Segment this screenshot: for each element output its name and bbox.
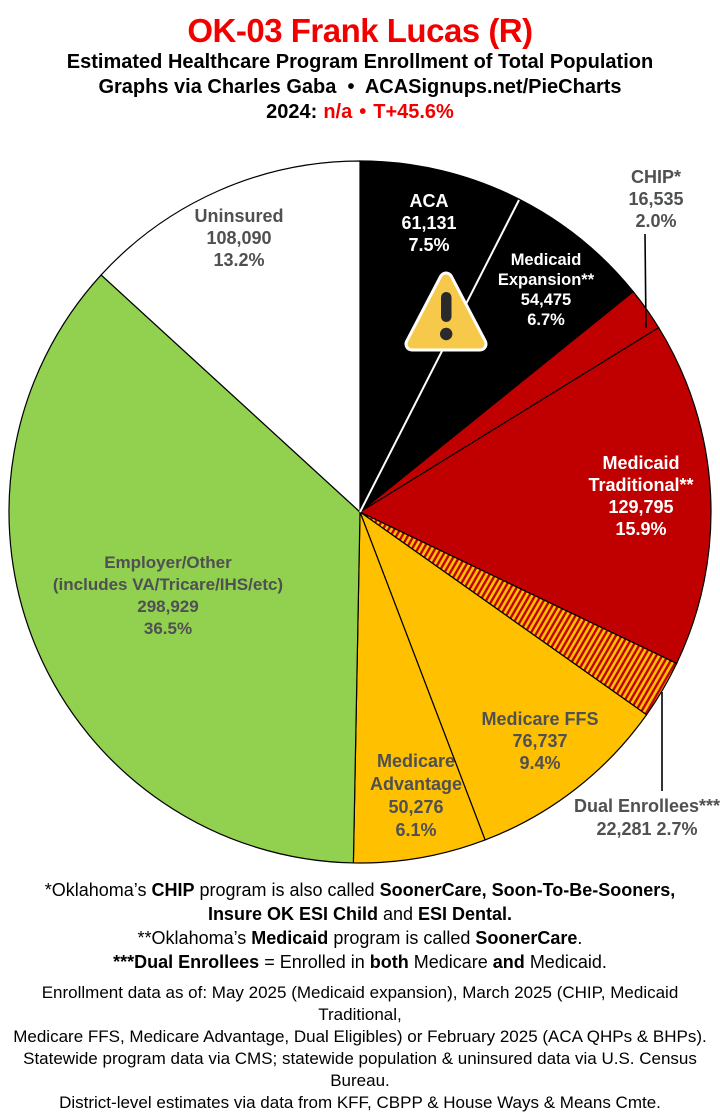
election-result-line: 2024: n/a • T+45.6% bbox=[0, 100, 720, 125]
pie-chart-area bbox=[0, 150, 720, 880]
subtitle-attribution: Graphs via Charles Gaba • ACASignups.net… bbox=[98, 76, 622, 98]
footnote-line: **Oklahoma’s Medicaid program is called … bbox=[137, 928, 583, 948]
enrollment-pie-chart bbox=[8, 160, 712, 864]
footnote-line: *Oklahoma’s CHIP program is also called … bbox=[44, 880, 676, 900]
subtitle-enrollment: Estimated Healthcare Program Enrollment … bbox=[66, 51, 654, 73]
chart-header: OK-03 Frank Lucas (R) Estimated Healthca… bbox=[0, 0, 720, 125]
source-line: District-level estimates via data from K… bbox=[59, 1093, 661, 1112]
pie-slice-medicare-ffs bbox=[358, 510, 648, 841]
footnote-line: Insure OK ESI Child and ESI Dental. bbox=[207, 904, 513, 924]
bullet-separator: • bbox=[359, 101, 367, 123]
source-line: Statewide program data via CMS; statewid… bbox=[23, 1049, 697, 1090]
pie-slice-medicaid-traditional bbox=[358, 326, 712, 665]
source-line: Enrollment data as of: May 2025 (Medicai… bbox=[41, 983, 679, 1024]
pie-slice-medicare-advantage bbox=[352, 511, 486, 864]
page-title: OK-03 Frank Lucas (R) bbox=[187, 12, 533, 49]
source-line: Medicare FFS, Medicare Advantage, Dual E… bbox=[13, 1027, 707, 1046]
year-label: 2024: bbox=[266, 101, 318, 123]
slice-divider-line bbox=[359, 199, 520, 513]
pie-slice-employer-other-includes-va-tricare-ihs-etc bbox=[8, 274, 361, 864]
footnotes-block: *Oklahoma’s CHIP program is also called … bbox=[0, 878, 720, 974]
year-value: n/a bbox=[323, 101, 353, 123]
sources-block: Enrollment data as of: May 2025 (Medicai… bbox=[0, 982, 720, 1114]
pie-slices bbox=[8, 160, 712, 864]
swing-value: T+45.6% bbox=[373, 101, 454, 123]
pie-slice-uninsured bbox=[100, 160, 361, 514]
footnote-line: ***Dual Enrollees = Enrolled in both Med… bbox=[113, 952, 607, 972]
warning-icon bbox=[404, 271, 488, 352]
chip-leader-line bbox=[644, 233, 647, 329]
pie-slice-medicaid-expansion bbox=[359, 198, 635, 513]
